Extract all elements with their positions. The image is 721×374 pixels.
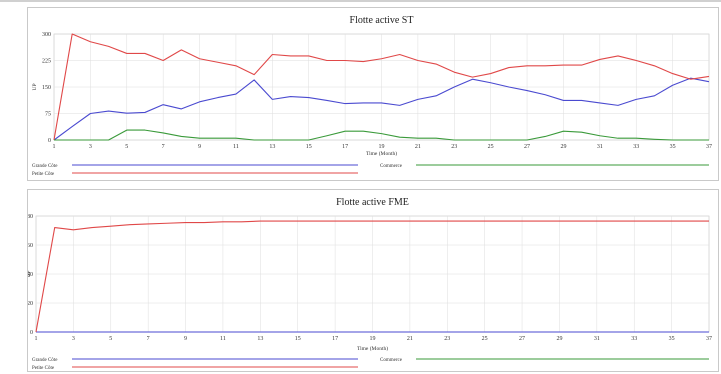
chart-2-x-tick-label: 13	[257, 336, 263, 342]
chart-2-y-tick-label: 20	[28, 301, 33, 307]
chart-2-x-tick-label: 25	[482, 336, 488, 342]
chart-2-series-line-2	[35, 220, 709, 333]
chart-2-x-tick-label: 9	[184, 336, 187, 342]
chart-1-x-tick-label: 35	[670, 144, 676, 150]
chart-1-x-tick-label: 9	[198, 144, 201, 150]
chart-2-y-tick-label: 0	[30, 330, 33, 336]
chart-2-x-tick-label: 35	[669, 336, 675, 342]
chart-1-x-tick-label: 11	[233, 144, 239, 150]
chart-1-x-tick-label: 37	[706, 144, 712, 150]
chart-1-y-tick-label: 150	[42, 85, 51, 91]
chart-2-x-tick-label: 3	[72, 336, 75, 342]
chart-2-x-tick-label: 33	[631, 336, 637, 342]
chart-2-y-tick-label: 60	[28, 243, 33, 249]
chart-1-y-tick-label: 300	[42, 32, 51, 38]
chart-2-x-axis-label: Time (Month)	[357, 345, 388, 352]
chart-2-x-tick-label: 1	[35, 336, 38, 342]
chart-1-x-tick-label: 25	[488, 144, 494, 150]
chart-1-x-tick-label: 27	[524, 144, 530, 150]
chart-2-title: Flotte active FME	[336, 197, 409, 208]
chart-2-legend-label-1: Grande Côte	[32, 358, 58, 363]
chart-1-series-line-1	[53, 77, 710, 141]
chart-2-x-tick-label: 15	[295, 336, 301, 342]
chart-2-x-tick-label: 11	[220, 336, 226, 342]
chart-2-x-tick-label: 29	[556, 336, 562, 342]
chart-1-series-line-3	[54, 129, 709, 141]
chart-1-x-tick-label: 7	[162, 144, 165, 150]
chart-1-x-tick-label: 19	[379, 144, 385, 150]
chart-panel-fme: Flotte active FME 1 3 5 7 9 11 13 15 17 19 21 23 25 27…	[27, 189, 719, 372]
chart-1-x-tick-label: 21	[415, 144, 421, 150]
chart-1-y-tick-label: 75	[45, 112, 51, 118]
chart-panel-st: Flotte active ST 1 3 5 7 9 11 13 15 17 19 21 23 25 27 2…	[27, 7, 719, 181]
chart-2-x-tick-label: 19	[370, 336, 376, 342]
chart-1-y-tick-label: 0	[48, 138, 51, 144]
chart-2-x-tick-label: 17	[332, 336, 338, 342]
chart-1-series-line-2	[53, 33, 710, 141]
chart-1-legend-label-2: Petite Côte	[32, 172, 55, 177]
chart-1-x-axis-label: Time (Month)	[366, 150, 397, 157]
chart-2-y-axis-label: UP	[28, 270, 32, 277]
chart-2-legend-label-3: Commerce	[380, 358, 403, 363]
chart-2-x-tick-label: 21	[407, 336, 413, 342]
chart-1-x-tick-label: 1	[53, 144, 56, 150]
chart-1-x-tick-label: 31	[597, 144, 603, 150]
chart-1-y-axis-label: UP	[32, 83, 38, 90]
chart-1-y-tick-label: 225	[42, 59, 51, 65]
chart-1-x-tick-label: 13	[269, 144, 275, 150]
top-divider	[0, 0, 721, 2]
chart-1-x-tick-label: 33	[633, 144, 639, 150]
chart-1-x-tick-label: 5	[125, 144, 128, 150]
chart-1-x-tick-label: 15	[306, 144, 312, 150]
chart-1-x-tick-label: 3	[89, 144, 92, 150]
chart-2-x-tick-label: 37	[706, 336, 712, 342]
chart-1-x-tick-label: 17	[342, 144, 348, 150]
chart-2-legend-label-2: Petite Côte	[32, 366, 55, 371]
chart-1-legend-label-3: Commerce	[380, 164, 403, 169]
chart-2-x-tick-label: 5	[109, 336, 112, 342]
chart-2-x-tick-label: 23	[444, 336, 450, 342]
chart-2-x-tick-label: 27	[519, 336, 525, 342]
chart-2-x-tick-label: 7	[147, 336, 150, 342]
chart-1-title: Flotte active ST	[350, 15, 414, 26]
chart-2-x-tick-label: 31	[594, 336, 600, 342]
chart-2-y-tick-label: 40	[28, 272, 33, 278]
chart-1-x-tick-label: 23	[451, 144, 457, 150]
chart-1-x-tick-label: 29	[560, 144, 566, 150]
chart-2-y-tick-label: 80	[28, 214, 33, 220]
chart-1-legend-label-1: Grande Côte	[32, 164, 58, 169]
chart-st: Flotte active ST1 3 5 7 9 11 13 15 17 19 21 23 25 27 2…	[32, 15, 712, 177]
